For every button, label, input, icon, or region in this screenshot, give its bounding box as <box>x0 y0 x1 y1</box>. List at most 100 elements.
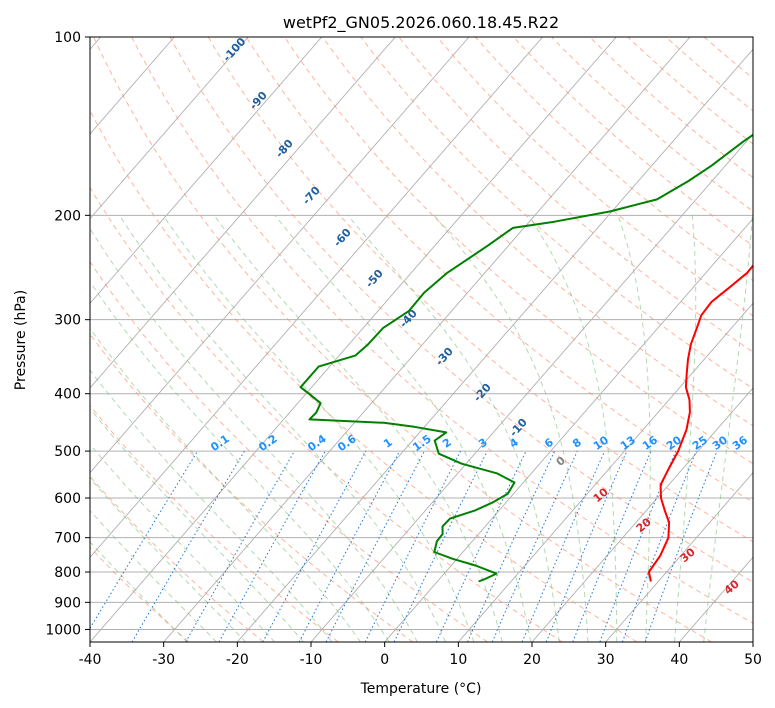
mixing-ratio-label: 2 <box>440 436 454 451</box>
moist-adiabat-line <box>90 369 333 642</box>
mixing-ratio-label: 6 <box>542 435 556 450</box>
dry-adiabat-line <box>90 333 414 642</box>
dry-adiabat-label: -100 <box>220 35 248 64</box>
moist-adiabat-label: 30 <box>678 545 698 565</box>
dry-adiabat-line <box>90 404 339 642</box>
x-tick-label: 0 <box>380 652 389 668</box>
isotherm-line <box>236 48 753 642</box>
moist-adiabat-line <box>528 215 618 642</box>
moist-adiabat-line <box>274 214 532 642</box>
moist-adiabat-line <box>90 280 390 642</box>
dry-adiabat-label: -50 <box>363 267 386 291</box>
moist-adiabat-line <box>347 214 560 642</box>
x-tick-label: -10 <box>300 652 323 668</box>
mixing-ratio-label: 3 <box>476 436 490 451</box>
line-labels: -100-90-80-70-60-50-40-30-20-100.1 0.2 0.4… <box>208 35 750 597</box>
dry-adiabat-line <box>169 37 753 583</box>
x-tick-label: 40 <box>670 652 688 668</box>
y-tick-label: 500 <box>54 444 81 460</box>
isotherm-line <box>605 471 753 642</box>
y-tick-label: 600 <box>54 491 81 507</box>
dry-adiabat-line <box>90 186 563 642</box>
y-tick-label: 300 <box>54 313 81 329</box>
isotherm-line <box>90 37 323 304</box>
isotherm-line <box>531 387 753 642</box>
dry-adiabat-line <box>398 37 753 353</box>
y-tick-label: 700 <box>54 531 81 547</box>
isotherm-line <box>384 217 753 642</box>
mixing-ratio-line <box>218 450 326 642</box>
moist-adiabat-line <box>433 214 589 642</box>
chart-title: wetPf2_GN05.2026.060.18.45.R22 <box>283 13 559 33</box>
moist-adiabat-line <box>162 215 475 642</box>
isotherm-line <box>90 37 470 474</box>
mixing-ratio-label: 30 <box>710 433 730 453</box>
moist-adiabat-label: 40 <box>722 577 742 597</box>
mixing-ratio-line <box>364 450 462 642</box>
moist-adiabat-line <box>90 227 418 642</box>
dry-adiabat-label: -90 <box>247 89 270 113</box>
dry-adiabat-line <box>90 260 488 642</box>
y-tick-label: 100 <box>54 30 81 46</box>
isotherm-line <box>90 37 544 559</box>
y-tick-label: 400 <box>54 387 81 403</box>
mixing-ratio-label: 25 <box>690 433 710 452</box>
mixing-ratio-line <box>491 450 578 642</box>
mixing-ratio-label: 1 <box>381 436 395 451</box>
mixing-ratio-line <box>435 450 527 642</box>
dry-adiabat-line <box>90 475 264 642</box>
mixing-ratio-label: 8 <box>570 436 584 451</box>
dry-adiabat-label: -70 <box>300 184 323 208</box>
y-axis: 1000 900 800 700 600 500 400 300 200 100 <box>45 30 90 638</box>
isotherm-line <box>310 133 753 642</box>
temperature-profile <box>647 264 753 582</box>
sounding-profiles <box>299 133 753 583</box>
dry-adiabat-line <box>703 37 753 79</box>
y-tick-label: 1000 <box>45 622 81 638</box>
mixing-ratio-label: 4 <box>507 435 521 450</box>
moist-adiabat-line <box>703 215 753 642</box>
dry-adiabat-line <box>360 37 753 390</box>
x-tick-label: 20 <box>523 652 541 668</box>
isotherm-line <box>90 37 249 220</box>
moist-adiabat-line <box>90 443 276 642</box>
mixing-ratio-line <box>621 450 697 642</box>
dry-adiabat-line <box>131 37 753 624</box>
moist-adiabat-label: 10 <box>591 485 611 505</box>
x-tick-label: 30 <box>597 652 615 668</box>
mixing-ratio-line <box>298 450 401 642</box>
mixing-ratio-line <box>521 450 606 642</box>
x-axis-label: Temperature (°C) <box>360 681 482 697</box>
x-tick-label: 10 <box>449 652 467 668</box>
dry-adiabat-label: -80 <box>273 137 296 161</box>
moist-adiabat-line <box>119 215 447 642</box>
moist-adiabat-label: 20 <box>634 515 654 535</box>
dry-adiabat-line <box>93 37 712 642</box>
mixing-ratio-line <box>572 450 652 642</box>
dry-adiabat-label: -60 <box>331 226 354 250</box>
plot-frame <box>89 36 754 643</box>
mixing-ratio-label: 13 <box>618 433 638 452</box>
moist-adiabat-line <box>90 407 304 642</box>
dry-adiabat-line <box>90 109 638 642</box>
mixing-ratio-line <box>599 450 677 642</box>
mixing-ratio-line <box>545 450 628 642</box>
mixing-ratio-line <box>393 450 488 642</box>
x-tick-label: 50 <box>744 652 762 668</box>
moist-adiabat-line <box>617 215 651 642</box>
y-tick-label: 900 <box>54 595 81 611</box>
moist-adiabat-line <box>90 477 247 642</box>
background-lines <box>90 37 753 642</box>
mixing-ratio-label: 16 <box>640 433 660 453</box>
x-tick-label: -20 <box>226 652 249 668</box>
dry-adiabat-label: -30 <box>433 345 456 369</box>
moist-adiabat-line <box>90 541 188 642</box>
mixing-ratio-line <box>262 450 367 642</box>
moist-adiabat-line <box>674 215 697 642</box>
isotherm-line <box>457 302 753 642</box>
mixing-ratio-label: 36 <box>730 433 750 453</box>
mixing-ratio-line <box>90 450 199 630</box>
y-tick-label: 200 <box>54 208 81 224</box>
isotherm-line <box>90 37 396 389</box>
